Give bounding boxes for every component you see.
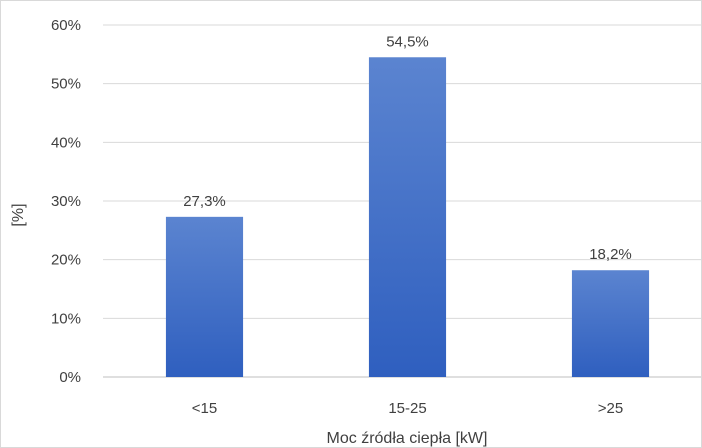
bars [165,57,650,378]
y-axis-title: [%] [10,203,27,226]
x-tick-label-1: 15-25 [388,400,426,417]
bar-1 [368,57,447,378]
y-tick-label: 60% [51,17,81,34]
y-axis-ticks: 0% 10% 20% 30% 40% 50% 60% [51,17,81,386]
y-tick-label: 10% [51,310,81,327]
data-label-1: 54,5% [386,33,429,50]
bar-2 [571,270,650,377]
y-tick-label: 30% [51,193,81,210]
data-label-0: 27,3% [183,193,226,210]
x-axis-ticks: <15 15-25 >25 [192,400,623,417]
y-tick-label: 40% [51,134,81,151]
y-tick-label: 0% [59,369,81,386]
data-label-2: 18,2% [589,246,632,263]
data-labels: 27,3% 54,5% 18,2% [183,33,632,263]
x-axis-title: Moc źródła ciepła [kW] [327,430,488,447]
y-tick-label: 50% [51,76,81,93]
x-tick-label-2: >25 [598,400,623,417]
x-tick-label-0: <15 [192,400,217,417]
bar-0 [165,216,244,377]
y-tick-label: 20% [51,252,81,269]
